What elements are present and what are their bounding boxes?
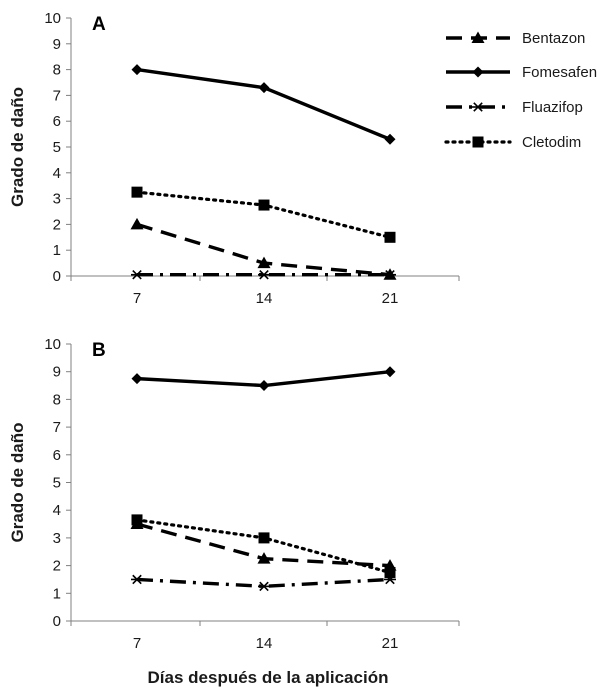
- data-point-fomesafen: [384, 133, 396, 145]
- y-tick-label: 4: [53, 502, 61, 519]
- panel-label: A: [92, 14, 106, 35]
- legend-label-bentazon: Bentazon: [522, 30, 585, 47]
- y-tick-label: 10: [44, 10, 61, 27]
- panel-label: B: [92, 340, 106, 361]
- y-tick-label: 3: [53, 191, 61, 208]
- y-tick-label: 2: [53, 216, 61, 233]
- data-point-bentazon: [130, 217, 144, 230]
- legend-label-fluazifop: Fluazifop: [522, 99, 583, 116]
- series-line-cletodim: [135, 190, 392, 239]
- legend-label-cletodim: Cletodim: [522, 134, 581, 151]
- series-line-fluazifop: [136, 577, 391, 589]
- y-tick-label: 1: [53, 242, 61, 259]
- data-point-cletodim: [384, 567, 396, 579]
- y-tick-label: 5: [53, 139, 61, 156]
- legend-marker-fomesafen: [472, 66, 484, 78]
- y-tick-label: 2: [53, 558, 61, 575]
- data-point-cletodim: [384, 231, 396, 243]
- x-tick-label: 7: [133, 635, 141, 652]
- y-tick-label: 8: [53, 391, 61, 408]
- y-tick-label: 8: [53, 62, 61, 79]
- legend: Bentazon Fomesafen Fluazifop Cletodim: [444, 30, 597, 151]
- data-point-cletodim: [258, 199, 270, 211]
- y-tick-label: 1: [53, 585, 61, 602]
- legend-marker-cletodim: [472, 136, 484, 148]
- y-tick-label: 6: [53, 113, 61, 130]
- data-point-fluazifop: [131, 269, 143, 280]
- y-tick-label: 7: [53, 87, 61, 104]
- series-line-cletodim: [135, 518, 392, 575]
- data-point-fluazifop: [131, 574, 143, 585]
- y-tick-label: 6: [53, 447, 61, 464]
- y-tick-label: 4: [53, 165, 61, 182]
- y-tick-label: 10: [44, 336, 61, 353]
- y-tick-label: 0: [53, 268, 61, 285]
- data-point-bentazon: [257, 256, 271, 269]
- panel-a: 0 1 2 3 4 5 6 7 8 9 10 7 14 21 Grado de daño A: [8, 10, 460, 307]
- data-point-fluazifop: [258, 581, 270, 592]
- data-point-bentazon: [257, 552, 271, 564]
- series-line-fomesafen: [136, 67, 391, 141]
- legend-label-fomesafen: Fomesafen: [522, 64, 597, 81]
- x-tick-label: 21: [382, 290, 399, 307]
- legend-marker-bentazon: [471, 31, 485, 43]
- data-point-fomesafen: [258, 82, 270, 94]
- x-tick-label: 7: [133, 290, 141, 307]
- data-point-fluazifop: [384, 269, 396, 280]
- data-point-fomesafen: [258, 380, 270, 392]
- y-axis-label: Grado de daño: [8, 87, 27, 207]
- x-tick-label: 21: [382, 635, 399, 652]
- x-tick-label: 14: [256, 635, 273, 652]
- y-axis-label: Grado de daño: [8, 423, 27, 543]
- x-axis-label: Días después de la aplicación: [148, 668, 389, 687]
- data-point-fluazifop: [258, 269, 270, 280]
- y-tick-label: 5: [53, 475, 61, 492]
- y-tick-label: 3: [53, 530, 61, 547]
- data-point-cletodim: [258, 532, 270, 544]
- legend-marker-fluazifop: [472, 102, 484, 112]
- data-point-cletodim: [131, 514, 143, 526]
- data-point-cletodim: [131, 186, 143, 198]
- x-tick-label: 14: [256, 290, 273, 307]
- data-point-fomesafen: [131, 64, 143, 76]
- y-tick-label: 7: [53, 419, 61, 436]
- data-point-fomesafen: [384, 366, 396, 378]
- y-tick-label: 9: [53, 364, 61, 381]
- panel-b: 0 1 2 3 4 5 6 7 8 9 10 7 14 21 Grado de daño B: [8, 336, 460, 652]
- y-tick-label: 0: [53, 613, 61, 630]
- y-tick-label: 9: [53, 36, 61, 53]
- data-point-fomesafen: [131, 373, 143, 385]
